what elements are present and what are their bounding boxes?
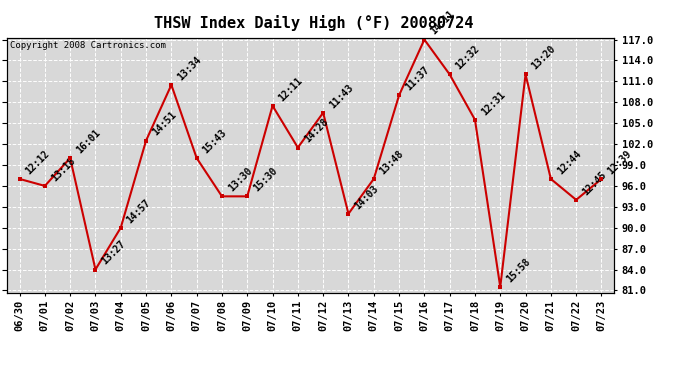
Text: 12:11: 12:11 bbox=[277, 75, 304, 103]
Text: 15:43: 15:43 bbox=[201, 128, 228, 155]
Text: 13:48: 13:48 bbox=[378, 148, 406, 176]
Text: 12:12: 12:12 bbox=[23, 148, 52, 176]
Text: 16:01: 16:01 bbox=[75, 128, 102, 155]
Text: 13:34: 13:34 bbox=[175, 54, 204, 82]
Text: 14:11: 14:11 bbox=[428, 9, 456, 37]
Text: 14:28: 14:28 bbox=[302, 117, 330, 145]
Text: 12:32: 12:32 bbox=[454, 44, 482, 72]
Text: 12:31: 12:31 bbox=[479, 89, 507, 117]
Text: 13:30: 13:30 bbox=[226, 166, 254, 194]
Text: THSW Index Daily High (°F) 20080724: THSW Index Daily High (°F) 20080724 bbox=[155, 15, 473, 31]
Text: 12:44: 12:44 bbox=[555, 148, 583, 176]
Text: 15:30: 15:30 bbox=[251, 166, 279, 194]
Text: 14:03: 14:03 bbox=[353, 183, 380, 211]
Text: 11:37: 11:37 bbox=[403, 65, 431, 93]
Text: 12:39: 12:39 bbox=[606, 148, 633, 176]
Text: 14:51: 14:51 bbox=[150, 110, 178, 138]
Text: Copyright 2008 Cartronics.com: Copyright 2008 Cartronics.com bbox=[10, 41, 166, 50]
Text: 13:27: 13:27 bbox=[99, 239, 128, 267]
Text: 12:45: 12:45 bbox=[580, 169, 608, 197]
Text: 13:18: 13:18 bbox=[49, 155, 77, 183]
Text: 11:43: 11:43 bbox=[327, 82, 355, 110]
Text: 13:20: 13:20 bbox=[530, 44, 558, 72]
Text: 14:57: 14:57 bbox=[125, 197, 152, 225]
Text: 15:58: 15:58 bbox=[504, 256, 532, 284]
